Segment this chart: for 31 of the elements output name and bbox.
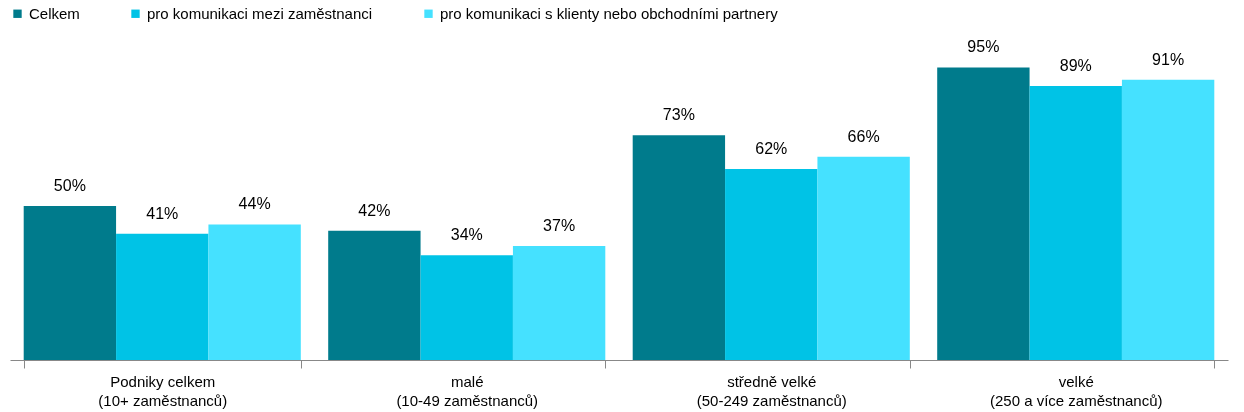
x-tick-label: středně velké (50-249 zaměstnanců) [696, 372, 847, 409]
bar [208, 224, 301, 360]
bar [725, 169, 818, 360]
bar [632, 135, 726, 360]
data-label: 62% [755, 140, 788, 158]
data-label: 95% [967, 38, 1000, 56]
x-tick-label: velké (250 a více zaměstnanců) [989, 372, 1163, 409]
legend-label: pro komunikaci s klienty nebo obchodními partnery [440, 4, 779, 22]
data-label: 44% [238, 195, 271, 213]
bar [23, 206, 117, 360]
bar [1121, 79, 1215, 360]
bar [512, 246, 606, 360]
bar [1029, 85, 1122, 360]
data-label: 41% [146, 204, 179, 222]
bar [116, 233, 209, 360]
data-label: 50% [53, 177, 86, 194]
bar [420, 255, 513, 360]
bar [817, 156, 910, 360]
data-label: 73% [662, 106, 695, 124]
legend-label: Celkem [29, 4, 80, 22]
bar [937, 67, 1030, 360]
data-label: 66% [847, 127, 880, 145]
data-label: 91% [1152, 50, 1185, 68]
data-label: 37% [543, 217, 576, 235]
data-label: 34% [450, 226, 483, 244]
data-label: 42% [358, 201, 391, 219]
data-label: 89% [1059, 56, 1092, 74]
bar [328, 230, 421, 360]
x-tick-label: Podniky celkem (10+ zaměstnanců) [98, 372, 228, 409]
x-tick-label: malé (10-49 zaměstnanců) [396, 372, 539, 409]
legend-label: pro komunikaci mezi zaměstnanci [147, 4, 373, 22]
